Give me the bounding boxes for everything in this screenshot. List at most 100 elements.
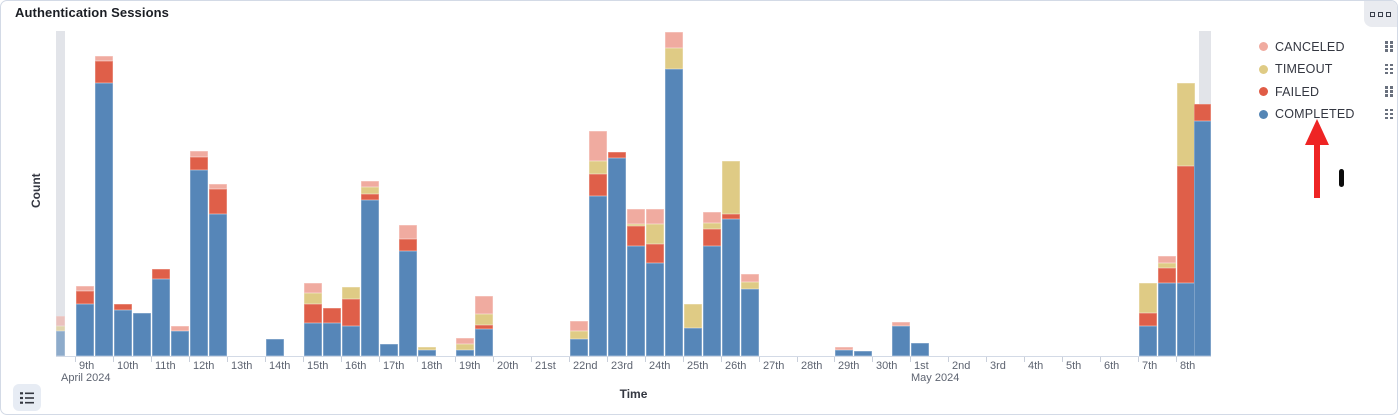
legend-actions-grip-icon[interactable]: [1385, 63, 1393, 75]
x-tick-mark: [797, 357, 798, 362]
segment-completed: [113, 310, 132, 356]
segment-canceled: [94, 56, 113, 61]
x-tick-label: 22nd: [573, 360, 598, 372]
bar-apr-17-00-00[interactable]: [379, 344, 398, 356]
bar-apr-19-12-00[interactable]: [474, 296, 493, 356]
segment-completed: [626, 246, 645, 356]
segment-timeout: [683, 304, 702, 328]
bar-apr-18-00-00[interactable]: [417, 347, 436, 356]
bar-apr-24-12-00[interactable]: [664, 32, 683, 356]
x-tick-label: 13th: [231, 360, 253, 372]
segment-completed: [569, 339, 588, 356]
bar-apr-22-12-00[interactable]: [588, 131, 607, 356]
y-axis-title: Count: [29, 173, 43, 209]
bar-apr-15-00-00[interactable]: [303, 283, 322, 356]
bar-apr-23-00-00[interactable]: [607, 152, 626, 356]
segment-timeout: [626, 224, 645, 226]
bar-may-1-00-00[interactable]: [910, 343, 929, 356]
bar-apr-12-00-00[interactable]: [189, 151, 208, 356]
legend-item-timeout[interactable]: TIMEOUT: [1259, 61, 1397, 78]
bar-apr-25-12-00[interactable]: [702, 212, 721, 356]
segment-failed: [341, 299, 360, 326]
segment-timeout: [1176, 83, 1195, 166]
segment-canceled: [56, 316, 65, 326]
segment-failed: [1138, 313, 1157, 326]
panel-options-button[interactable]: [1364, 1, 1397, 27]
x-axis-title: Time: [619, 387, 648, 401]
bar-apr-8-12-00-partial-[interactable]: [56, 316, 65, 356]
legend-actions-grip-icon[interactable]: [1385, 86, 1393, 97]
bar-apr-14-00-00[interactable]: [265, 339, 284, 356]
x-tick-label: 18th: [421, 360, 443, 372]
x-axis: 9th April 2024 10th 11th 12th 13th 14th 15th 16t…: [56, 357, 1236, 403]
bar-apr-15-12-00[interactable]: [322, 308, 341, 356]
segment-timeout: [417, 347, 436, 350]
segment-canceled: [891, 322, 910, 326]
segment-failed: [1176, 166, 1195, 283]
segment-timeout: [303, 293, 322, 304]
segment-completed: [910, 343, 929, 356]
bar-apr-19-00-00[interactable]: [455, 338, 474, 356]
segment-canceled: [360, 181, 379, 187]
legend-toggle-button[interactable]: [13, 384, 41, 411]
segment-completed: [664, 69, 683, 356]
cursor-mark: [1339, 169, 1344, 187]
legend-actions-grip-icon[interactable]: [1385, 41, 1393, 52]
bar-apr-9-12-00[interactable]: [94, 56, 113, 356]
x-tick-mark: [189, 357, 190, 362]
legend-actions-grip-icon[interactable]: [1385, 108, 1393, 120]
bar-apr-22-00-00[interactable]: [569, 321, 588, 356]
x-tick-label: 29th: [838, 360, 860, 372]
legend-label: CANCELED: [1275, 39, 1345, 54]
x-tick-mark: [1100, 357, 1101, 362]
x-tick-label: 28th: [801, 360, 823, 372]
bar-apr-29-00-00[interactable]: [834, 347, 853, 356]
boxes-menu-icon: [1378, 11, 1383, 17]
bar-apr-29-12-00[interactable]: [853, 351, 872, 356]
x-tick-label: 10th: [117, 360, 139, 372]
segment-timeout: [1157, 263, 1176, 268]
segment-failed: [626, 226, 645, 246]
bar-apr-11-00-00[interactable]: [151, 269, 170, 356]
segment-completed: [740, 289, 759, 356]
bar-apr-24-00-00[interactable]: [645, 209, 664, 356]
bar-apr-16-00-00[interactable]: [341, 287, 360, 356]
segment-canceled: [702, 212, 721, 223]
legend-item-completed[interactable]: COMPLETED: [1259, 106, 1397, 123]
x-tick-mark: [1024, 357, 1025, 362]
bar-apr-26-00-00[interactable]: [721, 161, 740, 356]
segment-timeout: [645, 224, 664, 244]
bar-may-8-00-00[interactable]: [1176, 83, 1195, 356]
bar-may-7-12-00[interactable]: [1157, 256, 1176, 356]
bar-apr-25-00-00[interactable]: [683, 304, 702, 356]
bar-apr-16-12-00[interactable]: [360, 181, 379, 356]
bar-apr-23-12-00[interactable]: [626, 209, 645, 356]
x-tick-label: 11th: [155, 360, 176, 372]
bar-apr-10-12-00[interactable]: [132, 313, 151, 356]
bar-apr-11-12-00[interactable]: [170, 326, 189, 356]
bar-apr-17-12-00[interactable]: [398, 225, 417, 356]
segment-completed: [265, 339, 284, 356]
x-month-label: May 2024: [911, 372, 960, 384]
segment-failed: [721, 214, 740, 219]
x-tick-mark: [1062, 357, 1063, 362]
panel-title: Authentication Sessions: [15, 5, 169, 20]
bar-apr-9-00-00[interactable]: [75, 286, 94, 356]
segment-timeout: [1138, 283, 1157, 313]
segment-timeout: [455, 344, 474, 350]
legend-item-failed[interactable]: FAILED: [1259, 83, 1397, 100]
bar-apr-10-00-00[interactable]: [113, 304, 132, 356]
legend-item-canceled[interactable]: CANCELED: [1259, 38, 1397, 55]
bar-apr-12-12-00[interactable]: [208, 184, 227, 356]
segment-failed: [702, 229, 721, 246]
bar-apr-30-12-00[interactable]: [891, 322, 910, 356]
x-tick-label: 8th: [1180, 360, 1196, 372]
segment-failed: [113, 304, 132, 310]
x-tick-label: 5th: [1066, 360, 1082, 372]
bar-may-7-00-00[interactable]: [1138, 283, 1157, 356]
x-tick-mark: [569, 357, 570, 362]
bar-may-8-12-00[interactable]: [1194, 104, 1211, 356]
red-arrow-annotation: [1305, 119, 1329, 199]
segment-canceled: [398, 225, 417, 239]
bar-apr-26-12-00[interactable]: [740, 274, 759, 356]
